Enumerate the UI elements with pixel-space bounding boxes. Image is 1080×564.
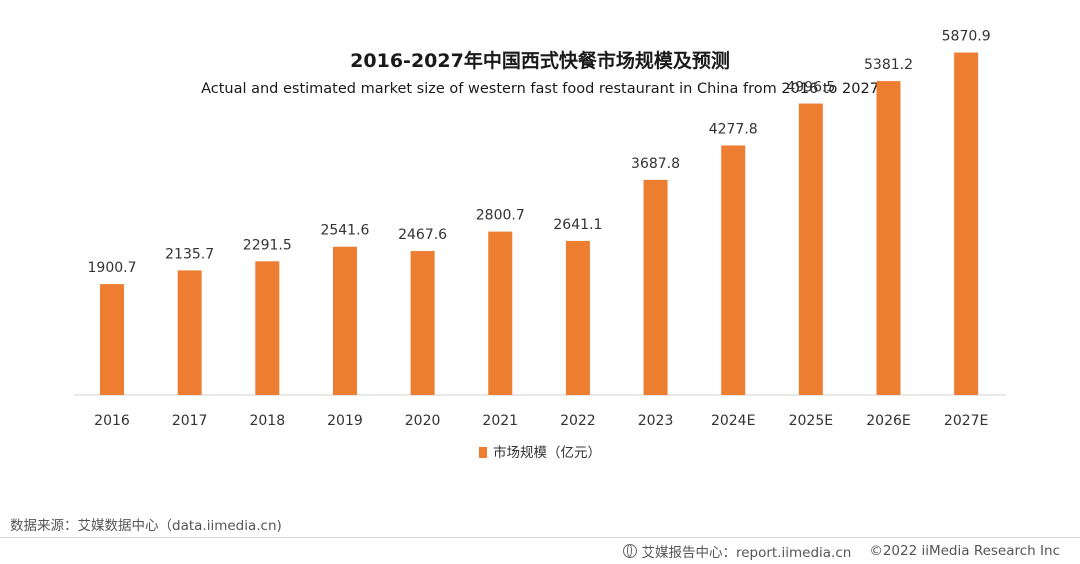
bar-2025E	[798, 103, 823, 395]
data-label-2021: 2800.7	[476, 208, 525, 224]
data-label-2018: 2291.5	[243, 237, 292, 253]
data-label-2027E: 5870.9	[942, 29, 991, 45]
data-label-2024E: 4277.8	[709, 121, 758, 137]
bar-2021	[488, 231, 513, 395]
x-tick-label-2016: 2016	[94, 413, 130, 429]
x-tick-label-2019: 2019	[327, 413, 363, 429]
data-label-2020: 2467.6	[398, 227, 447, 243]
bar-2017	[177, 270, 202, 395]
data-label-2023: 3687.8	[631, 156, 680, 172]
data-label-2026E: 5381.2	[864, 57, 913, 73]
footer-divider	[0, 537, 1080, 538]
bar-2019	[332, 246, 357, 395]
bar-2020	[410, 251, 435, 395]
bar-2027E	[954, 52, 979, 396]
x-tick-label-2026E: 2026E	[866, 413, 910, 429]
bar-2022	[565, 240, 590, 395]
bar-2018	[255, 261, 280, 395]
x-tick-label-2025E: 2025E	[789, 413, 833, 429]
legend-swatch	[479, 447, 487, 458]
x-tick-label-2017: 2017	[172, 413, 208, 429]
chart-subtitle: Actual and estimated market size of west…	[201, 81, 879, 97]
footer-copyright: ©2022 iiMedia Research Inc	[869, 543, 1060, 559]
globe-icon	[623, 544, 638, 558]
bar-2024E	[721, 145, 746, 395]
data-label-2025E: 4996.5	[786, 80, 835, 96]
bar-2023	[643, 179, 668, 395]
data-label-2019: 2541.6	[320, 223, 369, 239]
legend-label: 市场规模（亿元）	[493, 445, 601, 461]
x-tick-label-2021: 2021	[482, 413, 518, 429]
legend: 市场规模（亿元）	[0, 441, 1080, 461]
footer: 艾媒报告中心：report.iimedia.cn ©2022 iiMedia R…	[623, 541, 1060, 561]
x-tick-label-2022: 2022	[560, 413, 596, 429]
x-tick-label-2020: 2020	[405, 413, 441, 429]
data-label-2022: 2641.1	[553, 217, 602, 233]
data-label-2016: 1900.7	[88, 260, 137, 276]
x-tick-label-2024E: 2024E	[711, 413, 755, 429]
x-tick-label-2018: 2018	[249, 413, 285, 429]
bar-chart: 1900.7 2016 2135.7 2017 2291.5 2018 2541.6 2019…	[74, 29, 1006, 429]
footer-report-link[interactable]: 艾媒报告中心：report.iimedia.cn	[641, 545, 852, 561]
data-source: 数据来源：艾媒数据中心（data.iimedia.cn)	[10, 518, 282, 534]
x-tick-label-2023: 2023	[638, 413, 674, 429]
x-tick-label-2027E: 2027E	[944, 413, 988, 429]
bar-2016	[100, 284, 124, 395]
chart-title: 2016-2027年中国西式快餐市场规模及预测	[350, 50, 730, 72]
data-label-2017: 2135.7	[165, 246, 214, 262]
bar-2026E	[876, 81, 901, 395]
